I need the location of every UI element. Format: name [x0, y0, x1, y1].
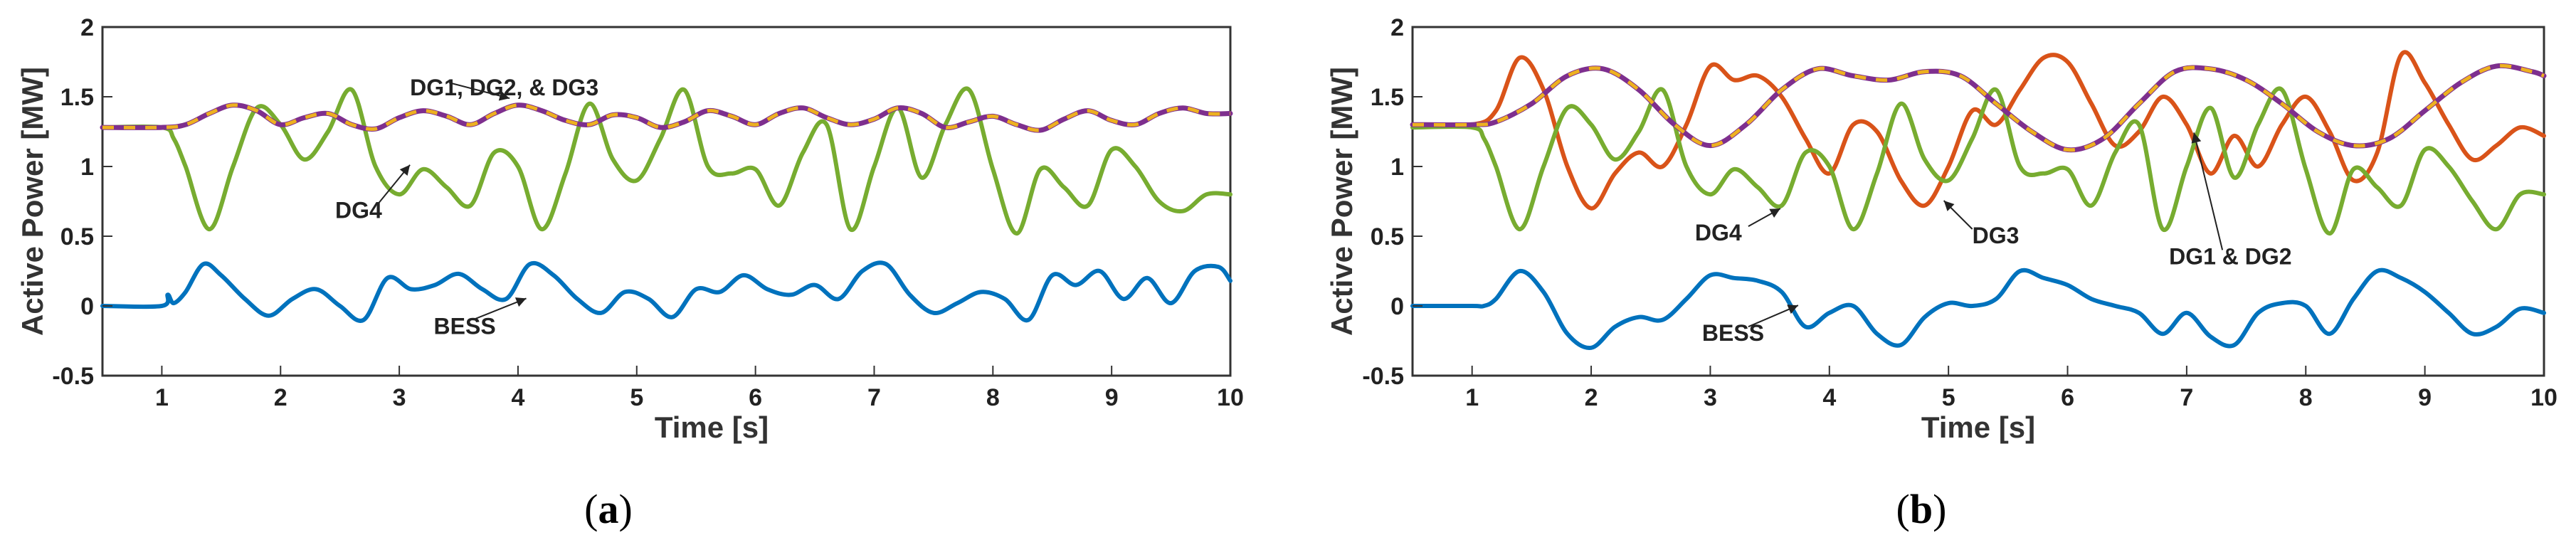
x-tick-label-a: 4 — [511, 384, 524, 411]
series-line-dg4-a — [100, 86, 1232, 236]
annotation-arrowhead-b — [1943, 201, 1955, 211]
y-axis-label-b: Active Power [MW] — [1325, 67, 1358, 336]
x-tick-label-a: 3 — [393, 384, 406, 411]
y-tick-label-a: 1 — [80, 154, 94, 181]
annotation-arrow-b — [2193, 132, 2224, 250]
caption-b-open: ( — [1896, 486, 1910, 532]
caption-a-open: ( — [584, 486, 598, 532]
x-tick-label-a: 8 — [986, 384, 1000, 411]
caption-a-letter: a — [598, 486, 619, 532]
x-tick-label-b: 6 — [2061, 384, 2074, 411]
annotation-arrowhead-b — [1769, 208, 1780, 218]
series-line-bess-b — [1410, 268, 2546, 350]
x-tick-label-a: 2 — [274, 384, 287, 411]
x-tick-label-b: 1 — [1465, 384, 1479, 411]
annotation-arrowhead-a — [514, 297, 527, 307]
y-tick-label-b: -0.5 — [1362, 363, 1404, 390]
x-tick-label-b: 9 — [2418, 384, 2432, 411]
panel-a: 1 2 3 4 5 6 7 8 9 10 -0.5 0 0.5 1 1.5 2 Time [s] Active… — [16, 14, 1244, 444]
annotation-dg4-a: DG4 — [335, 198, 382, 223]
annotation-arrowhead-b — [2191, 132, 2202, 144]
y-tick-label-a: 0 — [80, 293, 94, 320]
x-tick-label-b: 3 — [1704, 384, 1717, 411]
caption-b-close: ) — [1933, 486, 1946, 532]
y-tick-label-a: -0.5 — [52, 363, 94, 390]
x-tick-label-a: 7 — [867, 384, 881, 411]
x-tick-label-a: 9 — [1105, 384, 1119, 411]
annotation-arrowhead-b — [1787, 305, 1798, 314]
plot-area-a — [101, 26, 1232, 377]
x-tick-label-b: 4 — [1822, 384, 1836, 411]
x-axis-label-b: Time [s] — [1921, 411, 2035, 444]
series-dash-dg1-dg2-dg3-a — [102, 103, 1231, 132]
y-axis-label-a: Active Power [MW] — [16, 67, 49, 336]
y-tick-label-a: 0.5 — [60, 223, 94, 250]
x-tick-label-b: 7 — [2180, 384, 2193, 411]
annotation-arrowhead-a — [498, 90, 510, 101]
caption-b-letter: b — [1910, 486, 1933, 532]
x-tick-label-b: 8 — [2299, 384, 2313, 411]
x-tick-label-a: 6 — [749, 384, 762, 411]
x-axis-label-a: Time [s] — [655, 411, 769, 444]
x-tick-label-b: 2 — [1585, 384, 1598, 411]
annotation-bess-a: BESS — [434, 313, 496, 339]
y-tick-label-b: 0 — [1390, 293, 1404, 320]
annotation-dg4-b: DG4 — [1695, 220, 1742, 245]
x-tick-label-a: 10 — [1217, 384, 1244, 411]
annotation-dg1-dg2-b: DG1 & DG2 — [2169, 243, 2291, 269]
caption-b: (b) — [1896, 486, 1947, 532]
y-tick-label-b: 0.5 — [1371, 223, 1404, 250]
x-tick-label-b: 5 — [1942, 384, 1955, 411]
y-tick-label-b: 1 — [1390, 154, 1404, 181]
x-tick-label-a: 5 — [630, 384, 643, 411]
series-dash-dg1-dg2-b — [1412, 63, 2545, 152]
x-tick-label-a: 1 — [155, 384, 169, 411]
y-tick-label-a: 1.5 — [60, 84, 94, 111]
series-line-dg4-b — [1410, 86, 2546, 236]
x-tick-label-b: 10 — [2530, 384, 2557, 411]
series-line-bess-a — [100, 260, 1232, 323]
series-line-dg3-b — [1410, 50, 2546, 211]
annotation-arrow-a — [448, 82, 510, 100]
caption-a-close: ) — [619, 486, 633, 532]
panel-b: 1 2 3 4 5 6 7 8 9 10 -0.5 0 0.5 1 1.5 2 Time [s] Active… — [1325, 14, 2557, 444]
annotation-arrowhead-a — [399, 164, 411, 176]
caption-a: (a) — [584, 486, 633, 532]
y-tick-label-b: 2 — [1390, 14, 1404, 41]
y-tick-label-a: 2 — [80, 14, 94, 41]
annotation-dg3-b: DG3 — [1973, 223, 2020, 248]
y-tick-label-b: 1.5 — [1371, 84, 1404, 111]
